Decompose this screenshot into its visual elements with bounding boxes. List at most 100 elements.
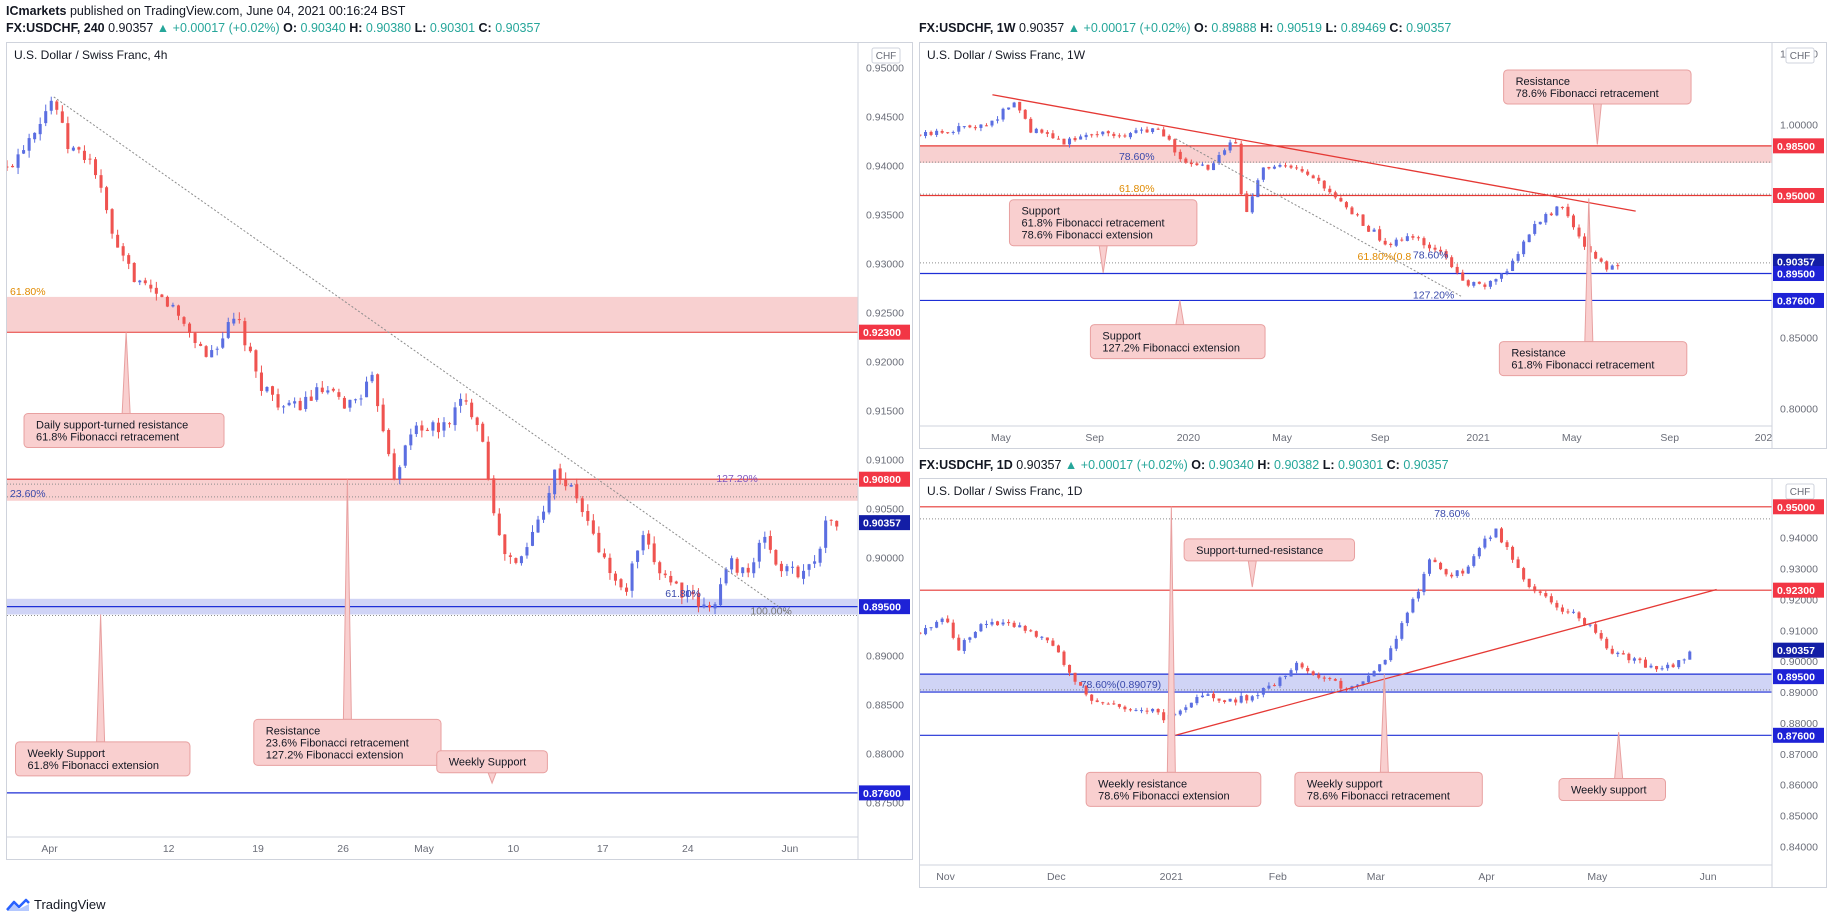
candle-up bbox=[719, 584, 723, 606]
candle-up bbox=[1488, 280, 1492, 287]
candle-up bbox=[1151, 128, 1155, 133]
candle-down bbox=[1533, 586, 1537, 592]
candle-down bbox=[1062, 651, 1066, 665]
time-tick-label: Apr bbox=[41, 843, 58, 855]
candle-up bbox=[1394, 638, 1398, 649]
candle-down bbox=[1029, 630, 1033, 632]
time-tick-label: Jun bbox=[1700, 871, 1717, 883]
candle-down bbox=[1178, 151, 1182, 160]
ohlc-value: 0.90340 bbox=[300, 21, 346, 35]
candle-up bbox=[1040, 636, 1044, 638]
candle-down bbox=[60, 111, 64, 123]
currency-button[interactable]: CHF bbox=[871, 47, 901, 64]
candle-down bbox=[254, 350, 258, 372]
candle-down bbox=[1416, 237, 1420, 239]
candle-up bbox=[1477, 547, 1481, 557]
candle-up bbox=[530, 531, 535, 546]
candle-up bbox=[1295, 662, 1299, 671]
candle-down bbox=[420, 425, 424, 431]
candle-up bbox=[287, 402, 291, 406]
candle-up bbox=[685, 590, 689, 597]
price-badge-label: 0.87600 bbox=[863, 788, 901, 800]
symbol-label[interactable]: FX:USDCHF, 240 bbox=[6, 21, 105, 35]
candle-up bbox=[221, 338, 225, 348]
price-badge-label: 0.89500 bbox=[1777, 269, 1815, 281]
candle-up bbox=[1411, 599, 1415, 613]
candle-up bbox=[370, 374, 374, 382]
candle-down bbox=[1333, 679, 1337, 681]
price-tick-label: 0.91000 bbox=[1780, 625, 1818, 637]
annotation-callout[interactable]: Weekly support bbox=[1558, 732, 1666, 802]
candle-up bbox=[1416, 591, 1420, 599]
chart-4h-panel[interactable]: 61.80% 23.60% 127.20% 61.80% 100.00% U.S. Dol… bbox=[6, 42, 913, 860]
callout-text: Daily support-turned resistance bbox=[36, 420, 188, 432]
currency-button[interactable]: CHF bbox=[1785, 483, 1815, 500]
time-tick-label: 19 bbox=[252, 843, 264, 855]
candle-down bbox=[1079, 681, 1083, 686]
candle-up bbox=[702, 604, 706, 608]
candle-up bbox=[1488, 537, 1492, 539]
annotation-callout[interactable]: Weekly Support bbox=[436, 750, 548, 785]
candle-down bbox=[696, 593, 700, 607]
candle-up bbox=[1206, 694, 1210, 696]
callout-pointer bbox=[96, 614, 106, 743]
publisher-name[interactable]: ICmarkets bbox=[6, 4, 67, 18]
ohlc-key: L: bbox=[414, 21, 427, 35]
candle-up bbox=[1228, 142, 1232, 151]
symbol-label[interactable]: FX:USDCHF, 1W bbox=[919, 21, 1016, 35]
time-tick-label: May bbox=[1272, 432, 1293, 444]
candle-up bbox=[979, 624, 983, 632]
candle-down bbox=[929, 131, 933, 135]
candle-up bbox=[409, 434, 413, 446]
candle-down bbox=[1333, 192, 1337, 198]
price-change: ▲ +0.00017 (+0.02%) bbox=[1064, 458, 1188, 472]
candle-up bbox=[1289, 670, 1293, 677]
ohlc-key: O: bbox=[283, 21, 298, 35]
chart-1w-panel[interactable]: 78.60% 61.80% 61.80%(0.8 78.60% 127.20% U.S. … bbox=[919, 42, 1827, 449]
candle-down bbox=[320, 387, 324, 393]
candle-up bbox=[22, 150, 26, 154]
callout-text: Resistance bbox=[1516, 76, 1570, 88]
candle-up bbox=[1278, 164, 1282, 167]
candle-up bbox=[525, 547, 529, 556]
chart-1d-panel[interactable]: 78.60% 78.60%(0.89079) U.S. Dollar / Swiss… bbox=[919, 478, 1827, 888]
callout-text: 61.8% Fibonacci extension bbox=[28, 760, 159, 772]
last-price: 0.90357 bbox=[1016, 458, 1062, 472]
candle-up bbox=[1616, 652, 1620, 655]
candle-up bbox=[215, 348, 219, 350]
chart-1w-header: FX:USDCHF, 1W 0.90357 ▲ +0.00017 (+0.02%… bbox=[919, 21, 1451, 35]
currency-button[interactable]: CHF bbox=[1785, 47, 1815, 64]
annotation-callout[interactable]: Support-turned-resistance bbox=[1183, 538, 1356, 588]
fib-label: 61.80% bbox=[665, 588, 701, 600]
candle-down bbox=[1599, 258, 1603, 262]
candle-up bbox=[414, 425, 418, 435]
candle-down bbox=[1549, 213, 1553, 216]
candle-up bbox=[1018, 625, 1022, 628]
symbol-label[interactable]: FX:USDCHF, 1D bbox=[919, 458, 1013, 472]
price-tick-label: 0.93000 bbox=[1780, 564, 1818, 576]
price-tick-label: 0.94500 bbox=[866, 112, 904, 124]
tradingview-logo[interactable]: TradingView bbox=[6, 897, 106, 912]
candle-down bbox=[680, 582, 684, 598]
candle-up bbox=[957, 126, 961, 132]
candle-up bbox=[763, 536, 767, 543]
candle-down bbox=[1023, 625, 1027, 631]
candle-down bbox=[1671, 664, 1675, 668]
candle-up bbox=[1256, 695, 1260, 697]
candle-down bbox=[940, 130, 944, 133]
ohlc-value: 0.90382 bbox=[1274, 458, 1320, 472]
price-badge: 0.98500 bbox=[1773, 138, 1824, 154]
candle-up bbox=[1544, 214, 1548, 223]
price-tick-label: 0.90500 bbox=[866, 504, 904, 516]
callout-text: 78.6% Fibonacci retracement bbox=[1516, 88, 1659, 100]
candle-down bbox=[1156, 709, 1160, 713]
